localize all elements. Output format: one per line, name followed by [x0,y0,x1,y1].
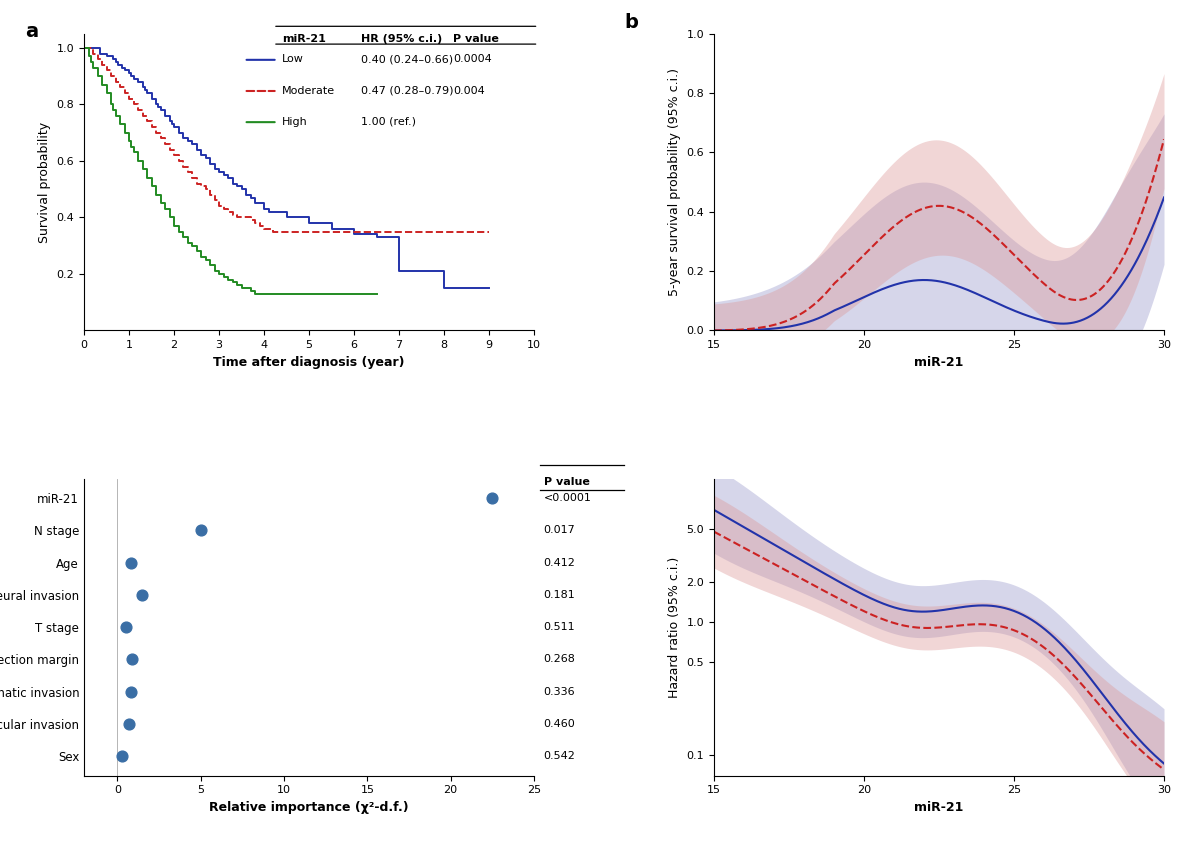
X-axis label: miR-21: miR-21 [914,356,964,368]
Y-axis label: Hazard ratio (95% c.i.): Hazard ratio (95% c.i.) [668,556,680,698]
Text: 0.0004: 0.0004 [454,55,492,65]
Text: 0.181: 0.181 [544,590,575,600]
Text: 0.336: 0.336 [544,687,575,696]
Text: 0.017: 0.017 [544,525,575,535]
Text: P value: P value [544,477,589,487]
Text: 0.542: 0.542 [544,751,576,761]
Text: 0.47 (0.28–0.79): 0.47 (0.28–0.79) [361,86,454,95]
Text: 1.00 (ref.): 1.00 (ref.) [361,117,415,126]
X-axis label: miR-21: miR-21 [914,801,964,813]
Text: 0.40 (0.24–0.66): 0.40 (0.24–0.66) [361,55,452,65]
Point [121,556,140,569]
Text: <0.0001: <0.0001 [544,493,592,503]
Point [113,749,132,763]
Text: miR-21: miR-21 [282,34,326,44]
Text: 0.268: 0.268 [544,654,576,664]
Point [482,491,502,505]
Text: P value: P value [454,34,499,44]
Text: HR (95% c.i.): HR (95% c.i.) [361,34,442,44]
Text: 0.511: 0.511 [544,622,575,632]
Text: a: a [25,22,38,40]
Text: b: b [624,13,638,32]
Text: Low: Low [282,55,304,65]
Point [116,620,136,634]
Point [191,524,210,537]
Text: Moderate: Moderate [282,86,335,95]
Point [120,717,139,731]
X-axis label: Time after diagnosis (year): Time after diagnosis (year) [214,356,404,368]
Text: 0.004: 0.004 [454,86,485,95]
Y-axis label: Survival probability: Survival probability [38,121,50,243]
Text: High: High [282,117,307,126]
Point [122,652,142,666]
Text: 0.412: 0.412 [544,558,576,567]
X-axis label: Relative importance (χ²-d.f.): Relative importance (χ²-d.f.) [209,801,409,813]
Point [133,588,152,602]
Point [121,685,140,699]
Y-axis label: 5-year survival probability (95% c.i.): 5-year survival probability (95% c.i.) [668,68,680,296]
Text: 0.460: 0.460 [544,719,575,729]
